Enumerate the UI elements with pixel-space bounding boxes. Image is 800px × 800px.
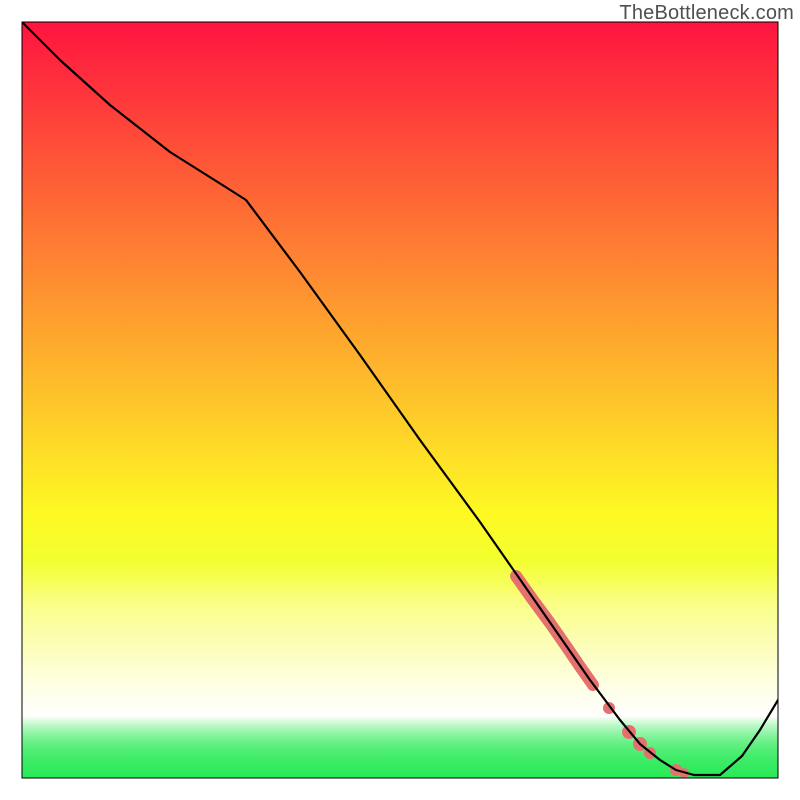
watermark-text: TheBottleneck.com: [619, 2, 794, 25]
plot-area: [22, 22, 778, 778]
bottleneck-chart: TheBottleneck.com: [0, 0, 800, 800]
gradient-background: [22, 22, 778, 778]
chart-svg: [0, 0, 800, 800]
